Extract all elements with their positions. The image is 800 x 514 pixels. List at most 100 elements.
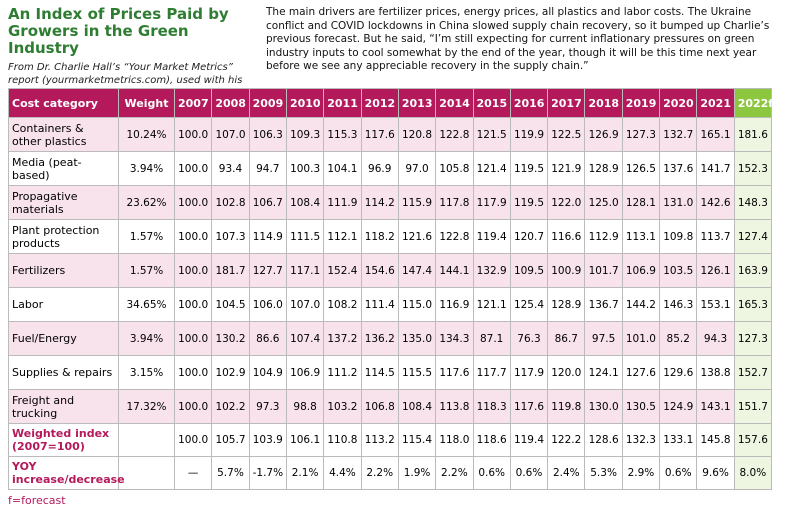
category-cell: Containers & other plastics: [8, 117, 119, 152]
category-cell: Fertilizers: [8, 253, 119, 288]
value-cell: 119.9: [509, 117, 549, 152]
value-cell: 120.0: [547, 355, 586, 390]
value-cell: 125.4: [509, 287, 549, 322]
summary-value: 0.6%: [472, 456, 511, 490]
value-cell: 127.3: [733, 321, 773, 356]
summary-label: YOY increase/decrease: [8, 456, 125, 490]
summary-value: 106.1: [285, 423, 325, 457]
value-cell: 121.4: [472, 151, 511, 186]
value-cell: 17.32%: [118, 389, 175, 424]
summary-value: 103.9: [248, 423, 287, 457]
value-cell: 100.0: [173, 253, 213, 288]
category-cell: Plant protection products: [8, 219, 119, 254]
value-cell: 138.8: [696, 355, 735, 390]
data-row: Labor 34.65% 100.0 104.5 106.0 107.0 108.2 111.…: [8, 287, 773, 322]
category-cell: Fuel/Energy: [8, 321, 119, 356]
value-cell: 100.9: [547, 253, 586, 288]
value-cell: 100.0: [173, 321, 213, 356]
value-cell: 103.5: [659, 253, 698, 288]
value-cell: 94.7: [248, 151, 287, 186]
value-cell: 101.7: [584, 253, 623, 288]
intro-text: The main drivers are fertilizer prices, …: [266, 6, 770, 72]
value-cell: 1.57%: [118, 253, 175, 288]
header: An Index of Prices Paid by Growers in th…: [8, 6, 258, 100]
summary-value: 145.8: [696, 423, 735, 457]
summary-value: 113.2: [360, 423, 399, 457]
data-row: Fertilizers 1.57% 100.0 181.7 127.7 117.1 152.…: [8, 253, 773, 288]
value-cell: 94.3: [696, 321, 735, 356]
summary-value: 5.7%: [211, 456, 250, 490]
value-cell: 121.1: [472, 287, 511, 322]
summary-value: 122.2: [547, 423, 586, 457]
value-cell: 135.0: [397, 321, 437, 356]
summary-value: 5.3%: [584, 456, 623, 490]
value-cell: 102.9: [211, 355, 250, 390]
value-cell: 127.4: [733, 219, 773, 254]
value-cell: 10.24%: [118, 117, 175, 152]
value-cell: 111.2: [323, 355, 362, 390]
data-row: Propagative materials 23.62% 100.0 102.8 106…: [8, 185, 773, 220]
value-cell: 121.9: [547, 151, 586, 186]
column-header: 2017: [547, 88, 586, 118]
summary-value: 118.0: [435, 423, 474, 457]
value-cell: 118.3: [472, 389, 511, 424]
value-cell: 146.3: [659, 287, 698, 322]
value-cell: 112.1: [323, 219, 362, 254]
value-cell: 97.3: [248, 389, 287, 424]
value-cell: 127.6: [621, 355, 661, 390]
value-cell: 104.5: [211, 287, 250, 322]
value-cell: 130.0: [584, 389, 623, 424]
value-cell: 122.5: [547, 117, 586, 152]
value-cell: 34.65%: [118, 287, 175, 322]
column-header: 2014: [435, 88, 474, 118]
value-cell: 119.5: [509, 151, 549, 186]
summary-value: 8.0%: [733, 456, 773, 490]
category-cell: Media (peat-based): [8, 151, 119, 186]
value-cell: 107.0: [285, 287, 325, 322]
summary-value: 100.0: [173, 423, 213, 457]
value-cell: 111.5: [285, 219, 325, 254]
value-cell: 114.9: [248, 219, 287, 254]
summary-value: 2.9%: [621, 456, 661, 490]
value-cell: 143.1: [696, 389, 735, 424]
value-cell: 113.7: [696, 219, 735, 254]
value-cell: 181.7: [211, 253, 250, 288]
summary-value: 128.6: [584, 423, 623, 457]
value-cell: 117.9: [472, 185, 511, 220]
value-cell: 106.3: [248, 117, 287, 152]
value-cell: 103.2: [323, 389, 362, 424]
value-cell: 126.9: [584, 117, 623, 152]
value-cell: 122.0: [547, 185, 586, 220]
summary-value: 4.4%: [323, 456, 362, 490]
value-cell: 134.3: [435, 321, 474, 356]
summary-value: 133.1: [659, 423, 698, 457]
summary-value: 157.6: [733, 423, 773, 457]
value-cell: 152.3: [733, 151, 773, 186]
summary-value: 118.6: [472, 423, 511, 457]
value-cell: 105.8: [435, 151, 474, 186]
summary-value: 9.6%: [696, 456, 735, 490]
summary-value: -1.7%: [248, 456, 287, 490]
value-cell: 120.7: [509, 219, 549, 254]
summary-value: 2.2%: [435, 456, 474, 490]
value-cell: 165.3: [733, 287, 773, 322]
category-cell: Propagative materials: [8, 185, 119, 220]
value-cell: 117.9: [509, 355, 549, 390]
value-cell: 127.7: [248, 253, 287, 288]
value-cell: 106.9: [285, 355, 325, 390]
empty-cell: [118, 456, 175, 490]
summary-value: 132.3: [621, 423, 661, 457]
value-cell: 128.1: [621, 185, 661, 220]
value-cell: 100.0: [173, 185, 213, 220]
value-cell: 104.1: [323, 151, 362, 186]
value-cell: 125.0: [584, 185, 623, 220]
column-header: Weight: [118, 88, 175, 118]
summary-value: 2.2%: [360, 456, 399, 490]
column-header: Cost category: [8, 88, 119, 118]
category-cell: Freight and trucking: [8, 389, 119, 424]
summary-value: 110.8: [323, 423, 362, 457]
summary-row: YOY increase/decrease —5.7% -1.7% 2.1% 4.4% 2…: [8, 456, 773, 490]
value-cell: 136.7: [584, 287, 623, 322]
column-header: 2015: [472, 88, 511, 118]
column-header: 2020: [659, 88, 698, 118]
